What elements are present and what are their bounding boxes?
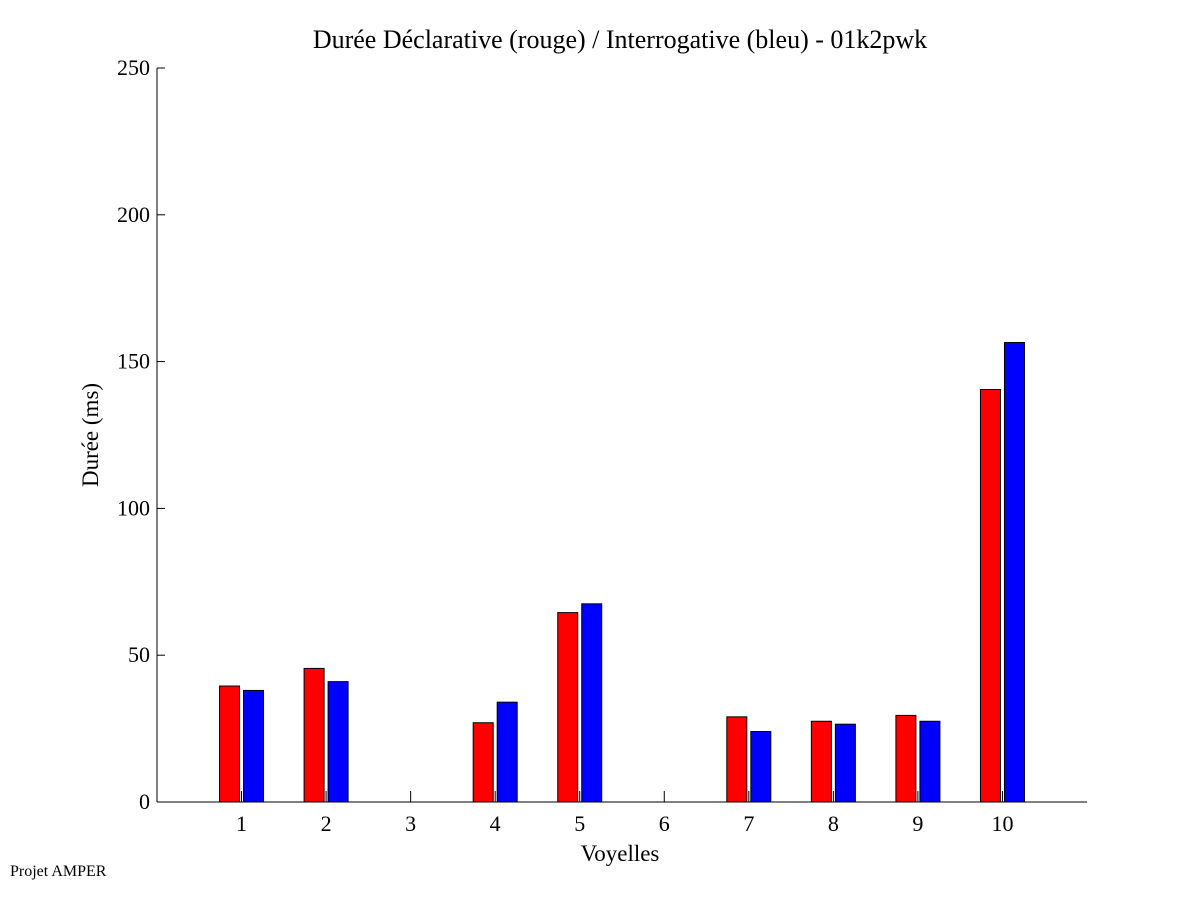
x-tick-label: 5 — [574, 811, 585, 836]
y-tick-label: 0 — [139, 789, 150, 814]
y-tick-label: 50 — [128, 642, 150, 667]
y-tick-label: 200 — [117, 202, 150, 227]
x-tick-label: 10 — [991, 811, 1013, 836]
bar-interrogative-5 — [581, 603, 603, 803]
bar-interrogative-10 — [1003, 342, 1025, 803]
bar-declarative-4 — [472, 722, 494, 803]
y-tick-label: 150 — [117, 349, 150, 374]
x-tick-label: 3 — [405, 811, 416, 836]
chart-title: Durée Déclarative (rouge) / Interrogativ… — [313, 25, 927, 54]
bar-interrogative-7 — [750, 731, 772, 803]
bar-declarative-1 — [219, 685, 241, 803]
bar-interrogative-4 — [496, 701, 518, 803]
y-tick-label: 250 — [117, 55, 150, 80]
x-tick-label: 4 — [490, 811, 501, 836]
x-tick-label: 1 — [236, 811, 247, 836]
bar-interrogative-8 — [834, 723, 856, 803]
bar-interrogative-2 — [327, 681, 349, 803]
bar-declarative-2 — [303, 667, 325, 803]
x-tick-label: 6 — [659, 811, 670, 836]
axes: 0 50 100 150 200 250 1 2 3 4 5 6 7 8 9 10 — [117, 55, 1087, 836]
x-tick-label: 2 — [321, 811, 332, 836]
x-tick-label: 8 — [828, 811, 839, 836]
bar-interrogative-9 — [919, 720, 941, 803]
y-axis-label: Durée (ms) — [78, 383, 103, 487]
y-tick-label: 100 — [117, 495, 150, 520]
x-tick-label: 9 — [912, 811, 923, 836]
bar-interrogative-1 — [243, 689, 265, 803]
bar-declarative-8 — [810, 720, 832, 803]
footer-label: Projet AMPER — [10, 863, 107, 880]
bars — [219, 342, 1025, 803]
bar-declarative-7 — [726, 716, 748, 803]
x-tick-label: 7 — [743, 811, 754, 836]
x-axis-label: Voyelles — [581, 841, 660, 866]
bar-declarative-5 — [557, 612, 579, 803]
bar-declarative-9 — [895, 714, 917, 803]
bar-declarative-10 — [979, 388, 1001, 803]
